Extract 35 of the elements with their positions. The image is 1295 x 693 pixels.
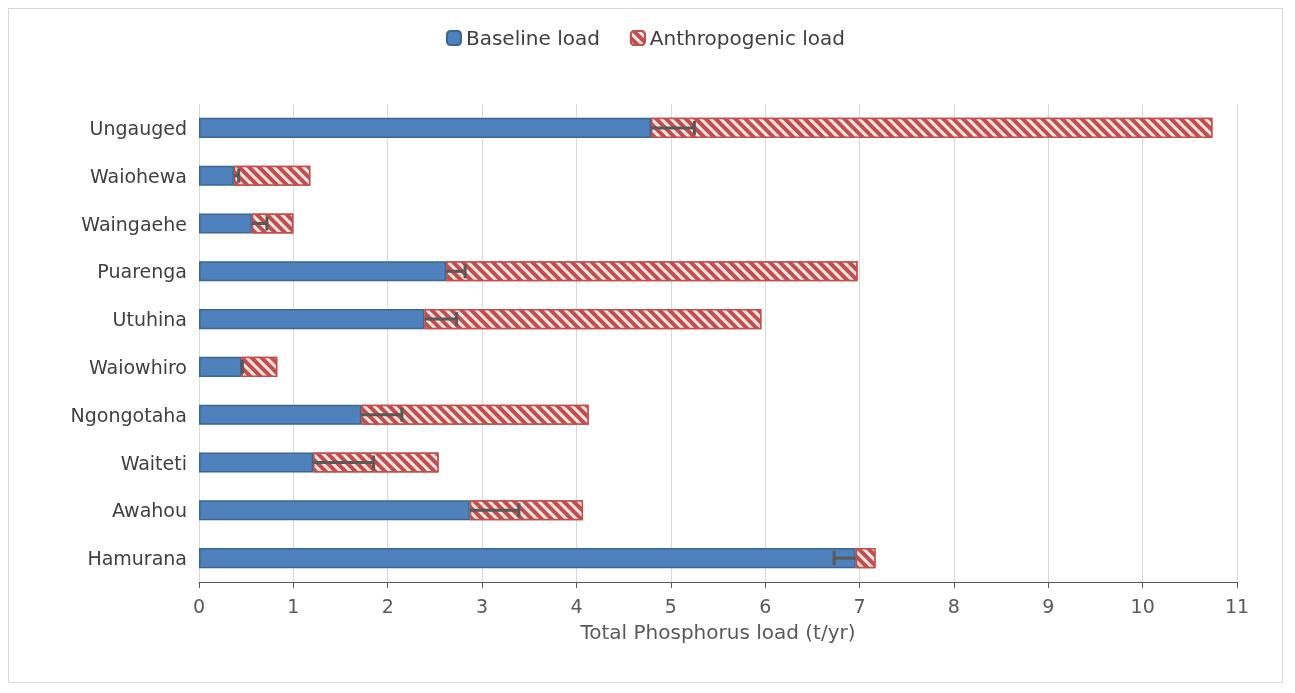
x-tick-label: 11 xyxy=(1224,594,1250,617)
x-tick-label: 5 xyxy=(664,594,677,617)
x-tick-label: 1 xyxy=(287,594,300,617)
x-tick-label: 4 xyxy=(570,594,583,617)
x-tick-label: 0 xyxy=(192,594,206,617)
x-tick-label: 10 xyxy=(1130,594,1155,617)
y-tick-label: Waiteti xyxy=(120,451,187,474)
x-tick-label: 9 xyxy=(1042,594,1055,617)
bar xyxy=(199,117,651,138)
x-axis-title: Total Phosphorus load (t/yr) xyxy=(579,620,856,644)
x-tick-label: 6 xyxy=(759,594,772,617)
bar xyxy=(199,356,242,377)
bar xyxy=(199,548,856,569)
x-tick-label: 3 xyxy=(476,594,489,617)
bar xyxy=(199,309,425,330)
bar xyxy=(199,165,234,186)
y-tick-label: Hamurana xyxy=(87,547,187,570)
x-tick-label: 7 xyxy=(853,594,866,617)
bar xyxy=(199,261,447,282)
bar xyxy=(199,452,314,473)
y-tick-label: Waingaehe xyxy=(81,212,187,235)
y-tick-label: Waiohewa xyxy=(89,164,187,187)
legend-label: Anthropogenic load xyxy=(649,26,846,50)
y-tick-label: Awahou xyxy=(111,499,187,522)
y-tick-label: Waiowhiro xyxy=(89,355,187,378)
legend-label: Baseline load xyxy=(465,26,600,50)
y-tick-label: Puarenga xyxy=(97,260,187,283)
bar xyxy=(199,500,470,521)
y-tick-label: Utuhina xyxy=(112,308,187,331)
bar xyxy=(199,213,252,234)
y-tick-label: Ungauged xyxy=(89,116,187,139)
x-tick-label: 8 xyxy=(947,594,960,617)
x-tick-label: 2 xyxy=(381,594,394,617)
y-tick-label: Ngongotaha xyxy=(70,403,187,426)
bar xyxy=(199,404,362,425)
